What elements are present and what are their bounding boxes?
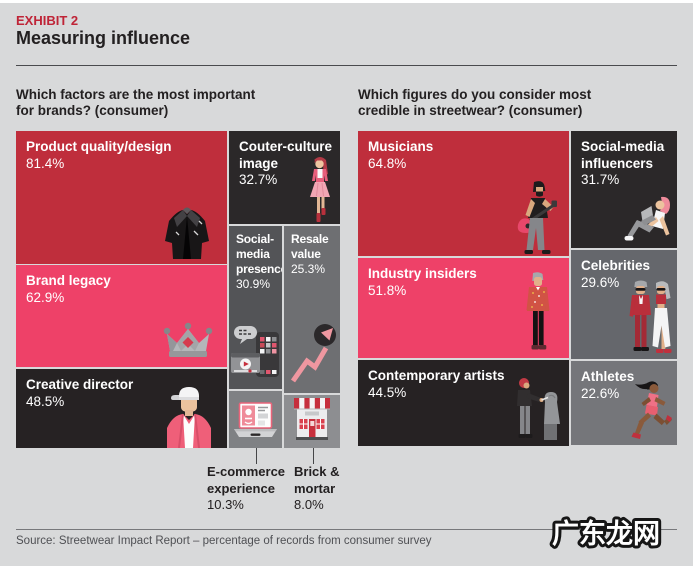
block-product-quality: Product quality/design 81.4%: [16, 131, 227, 264]
block-pct-celebrities: 29.6%: [581, 274, 620, 290]
block-celebrities: Celebrities 29.6%: [571, 250, 677, 359]
block-label-creative-director: Creative director: [26, 377, 134, 392]
ecommerce-outside-label: E-commerce experience 10.3%: [207, 464, 293, 514]
block-brand-legacy: Brand legacy 62.9%: [16, 265, 227, 367]
header-rule: [16, 65, 677, 66]
block-pct-counter-culture: 32.7%: [239, 172, 278, 187]
block-counter-culture: Couter-culture image 32.7%: [229, 131, 340, 224]
block-ecommerce: [229, 391, 282, 448]
celebrity-couple-icon: [629, 280, 672, 353]
block-creative-director: Creative director 48.5%: [16, 369, 227, 448]
block-musicians: Musicians 64.8%: [358, 131, 569, 256]
fashion-model-icon: [310, 157, 330, 222]
block-resale-value: Resale value 25.3%: [284, 226, 340, 393]
block-label-brand-legacy: Brand legacy: [26, 273, 111, 288]
out-label-ecommerce: E-commerce experience: [207, 464, 286, 496]
brick-mortar-outside-label: Brick & mortar 8.0%: [294, 464, 354, 514]
block-pct-athletes: 22.6%: [581, 385, 620, 401]
right-panel-heading: Which figures do you consider most credi…: [358, 87, 592, 118]
block-industry-insiders: Industry insiders 51.8%: [358, 258, 569, 358]
block-contemporary-artists: Contemporary artists 44.5%: [358, 360, 569, 446]
guitarist-icon: [517, 181, 557, 254]
block-sm-influencers: Social-media influencers 31.7%: [571, 131, 677, 248]
artist-sculpture-icon: [517, 378, 560, 440]
crown-icon: [163, 322, 213, 357]
left-panel-heading: Which factors are the most important for…: [16, 87, 256, 118]
block-social-media-presence: Social- media presence 30.9%: [229, 226, 282, 389]
storefront-icon: [294, 398, 330, 440]
runner-icon: [631, 381, 672, 439]
block-pct-sm-influencers: 31.7%: [581, 172, 620, 187]
block-label-industry-insiders: Industry insiders: [368, 266, 477, 281]
block-pct-product-quality: 81.4%: [26, 155, 65, 171]
page-top-edge: [0, 0, 693, 3]
block-label-social-media-presence: Social- media presence: [236, 232, 282, 276]
rising-arrow-icon: [291, 324, 336, 383]
leader-line-brick-mortar: [313, 448, 314, 464]
out-pct-brick-mortar: 8.0%: [294, 497, 324, 512]
block-label-counter-culture: Couter-culture image: [239, 139, 333, 171]
block-label-resale-value: Resale value: [291, 232, 329, 261]
out-label-brick-mortar: Brick & mortar: [294, 464, 340, 496]
source-text: Source: Streetwear Impact Report – perce…: [16, 535, 432, 547]
watermark-text: 广东龙网: [552, 518, 660, 550]
block-pct-musicians: 64.8%: [368, 155, 407, 171]
leather-jacket-icon: [165, 207, 209, 259]
block-label-product-quality: Product quality/design: [26, 139, 172, 154]
block-brick-mortar: [284, 395, 340, 448]
block-label-athletes: Athletes: [581, 369, 635, 384]
block-pct-contemporary-artists: 44.5%: [368, 384, 407, 400]
influencer-laptop-icon: [624, 196, 670, 241]
block-pct-brand-legacy: 62.9%: [26, 289, 65, 305]
footer-rule: [16, 529, 677, 530]
block-pct-social-media-presence: 30.9%: [236, 277, 271, 291]
social-media-phone-icon: [231, 326, 279, 377]
block-label-musicians: Musicians: [368, 139, 434, 154]
laptop-icon: [234, 402, 277, 437]
watermark: 广东龙网: [549, 515, 663, 553]
block-pct-creative-director: 48.5%: [26, 393, 65, 409]
block-label-celebrities: Celebrities: [581, 258, 651, 273]
block-pct-resale-value: 25.3%: [291, 262, 326, 276]
block-label-contemporary-artists: Contemporary artists: [368, 368, 505, 383]
block-athletes: Athletes 22.6%: [571, 361, 677, 445]
block-pct-industry-insiders: 51.8%: [368, 282, 407, 298]
leader-line-ecommerce: [256, 448, 257, 464]
industry-insider-icon: [526, 272, 550, 350]
block-label-sm-influencers: Social-media influencers: [581, 139, 665, 171]
exhibit-eyebrow: EXHIBIT 2: [16, 13, 79, 28]
out-pct-ecommerce: 10.3%: [207, 497, 244, 512]
creative-director-icon: [167, 387, 211, 448]
page-title: Measuring influence: [16, 28, 191, 48]
